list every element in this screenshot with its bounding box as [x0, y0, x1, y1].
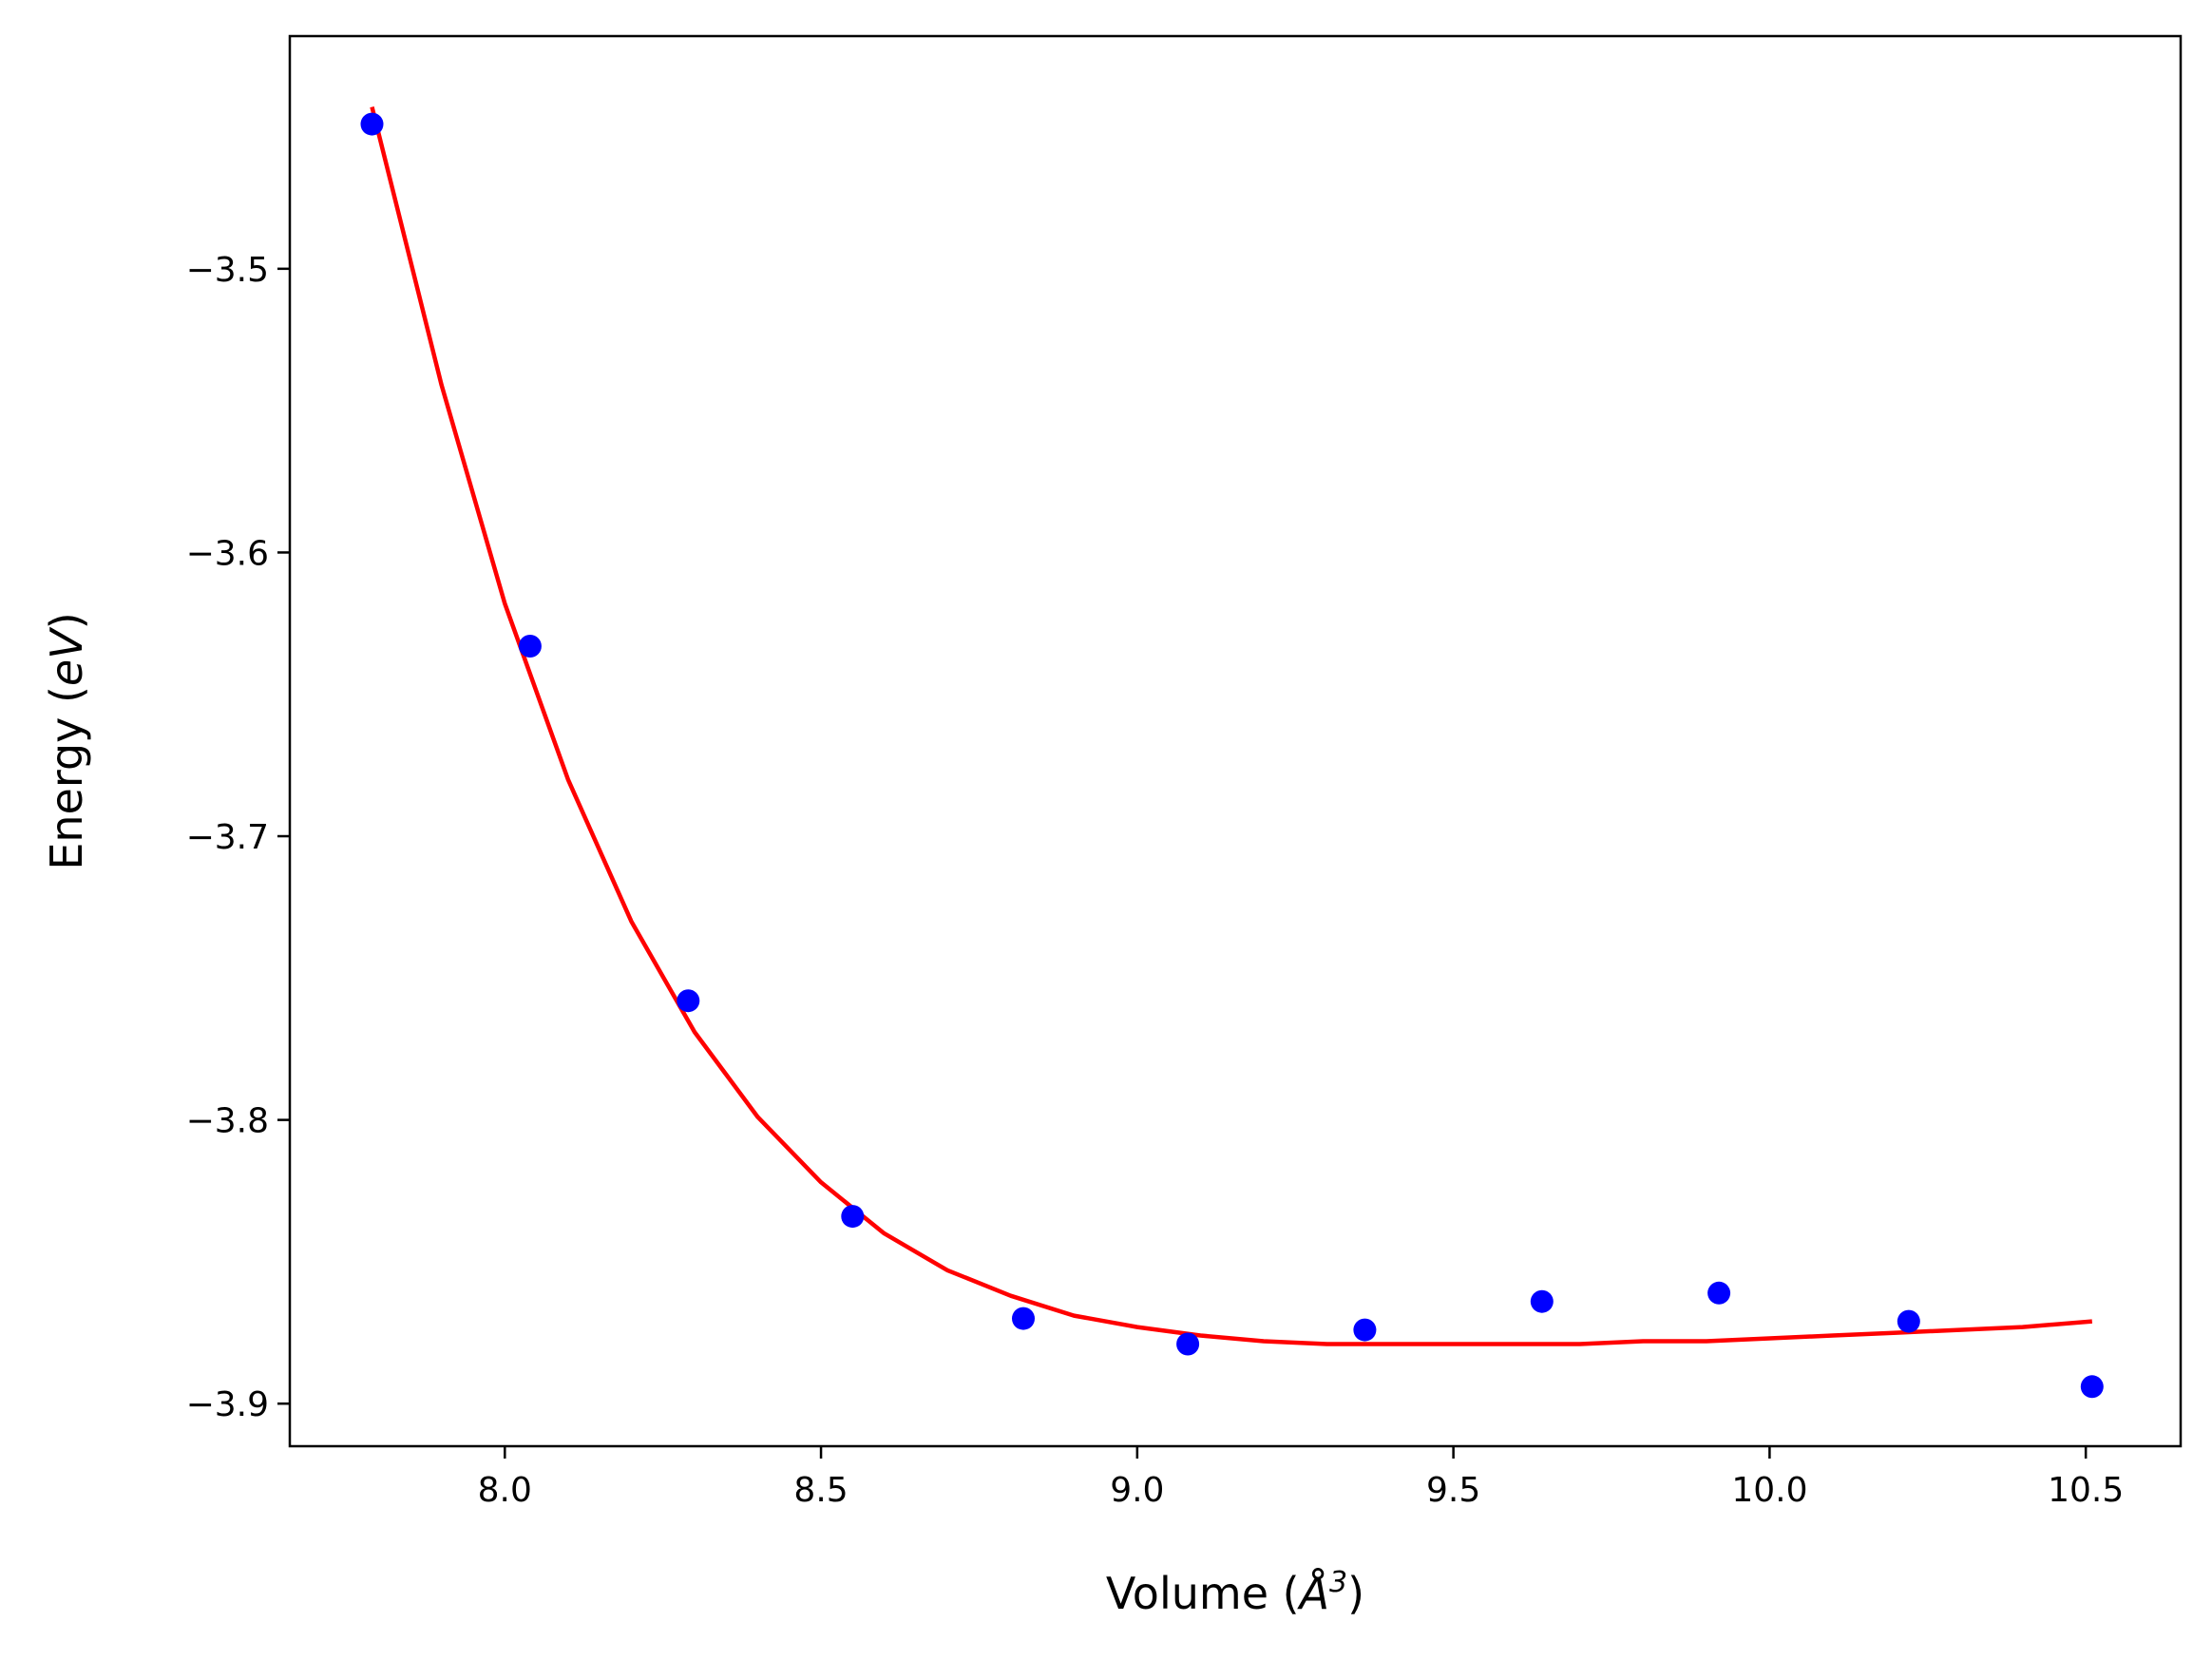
y-tick-label: −3.6: [186, 534, 269, 573]
y-axis-ticks: −3.5 −3.6 −3.7 −3.8 −3.9: [186, 251, 290, 1424]
fit-curve: [370, 106, 2092, 1346]
data-point: [1707, 1281, 1731, 1305]
y-tick-label: −3.8: [186, 1102, 269, 1141]
y-tick-label: −3.5: [186, 251, 269, 290]
x-tick-label: 10.5: [2048, 1471, 2124, 1510]
data-point: [1176, 1332, 1200, 1356]
x-tick-label: 9.5: [1426, 1471, 1480, 1510]
x-axis-label: Volume (Å3): [1106, 1566, 1364, 1619]
x-tick-label: 8.0: [478, 1471, 532, 1510]
data-point: [841, 1205, 865, 1229]
data-point: [518, 635, 542, 658]
x-tick-label: 8.5: [793, 1471, 848, 1510]
y-axis-label: Energy (eV): [41, 612, 92, 869]
fit-curve-layer: [370, 106, 2092, 1346]
data-point: [360, 112, 384, 136]
data-point: [1530, 1289, 1554, 1313]
data-point: [1012, 1307, 1035, 1330]
data-point: [1897, 1309, 1920, 1333]
data-point: [1353, 1318, 1377, 1342]
x-tick-label: 10.0: [1731, 1471, 1807, 1510]
x-tick-label: 9.0: [1110, 1471, 1164, 1510]
x-axis-ticks: 8.0 8.5 9.0 9.5 10.0 10.5: [478, 1446, 2124, 1510]
plot-area: [290, 36, 2181, 1446]
data-point: [677, 989, 700, 1013]
data-point: [2080, 1375, 2104, 1399]
data-points-layer: [360, 112, 2104, 1399]
y-tick-label: −3.7: [186, 818, 269, 857]
axes-frame: [288, 34, 2183, 1448]
y-tick-label: −3.9: [186, 1385, 269, 1424]
